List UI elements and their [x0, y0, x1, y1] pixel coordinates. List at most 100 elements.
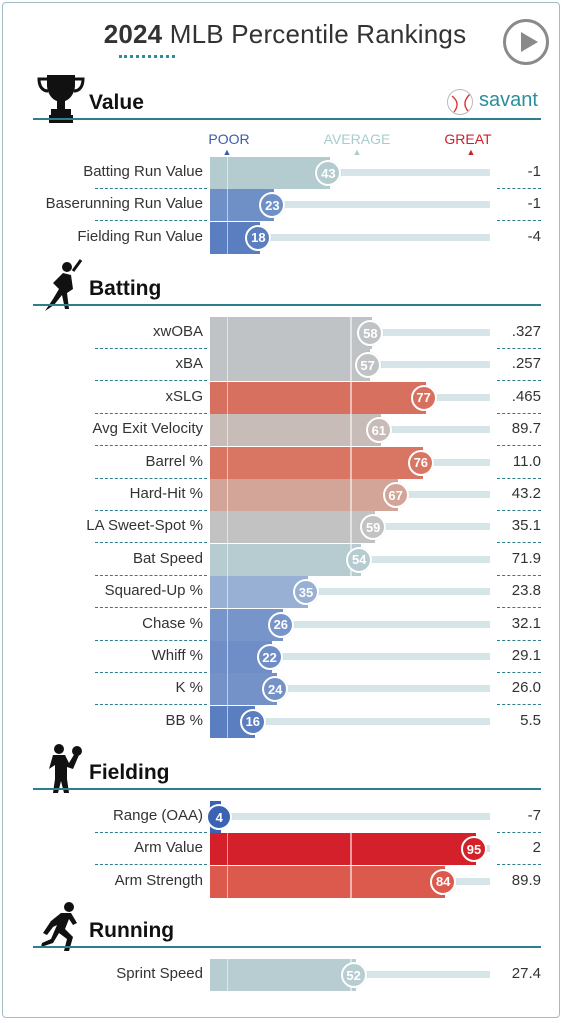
percentile-bar: [210, 543, 362, 576]
metric-row[interactable]: Hard-Hit % 67 43.2: [3, 479, 564, 511]
metric-row[interactable]: Range (OAA) 4 -7: [3, 801, 564, 833]
metric-value: .465: [511, 387, 541, 405]
scale-tick: [350, 479, 352, 511]
metric-row[interactable]: Sprint Speed 52 27.4: [3, 959, 564, 991]
percentile-track: [210, 717, 490, 725]
metric-label: Barrel %: [145, 452, 203, 470]
percentile-bar: [210, 959, 356, 991]
row-divider: [95, 672, 207, 673]
metric-value: 26.0: [511, 679, 541, 697]
percentile-bar: [210, 349, 370, 382]
row-divider: [497, 348, 541, 349]
metric-label: xwOBA: [152, 323, 203, 340]
title-text: MLB Percentile Rankings: [162, 19, 467, 49]
metric-row[interactable]: xSLG 77 .465: [3, 381, 564, 414]
percentile-bar: [210, 446, 423, 479]
percentile-badge: 61: [365, 417, 392, 444]
title-underline: [119, 55, 175, 59]
scale-tick: [226, 317, 229, 349]
metric-row[interactable]: Arm Value 95 2: [3, 833, 564, 866]
metric-row[interactable]: xwOBA 58 .327: [3, 317, 564, 349]
row-divider: [95, 510, 207, 511]
percentile-bar: [210, 317, 373, 349]
play-button[interactable]: [503, 19, 549, 65]
percentile-track: [210, 169, 490, 176]
metric-row[interactable]: Arm Strength 84 89.9: [3, 865, 564, 898]
great-marker-icon: ▲: [466, 147, 476, 157]
metric-value: 89.7: [511, 420, 541, 438]
scale-tick: [350, 381, 352, 414]
percentile-bar: [210, 381, 426, 414]
scale-tick: [226, 446, 229, 479]
metric-value: 27.4: [511, 965, 541, 982]
metric-label: Chase %: [142, 614, 203, 632]
section-header-running: Running: [3, 901, 564, 951]
page-title: 2024 MLB Percentile Rankings: [3, 19, 564, 50]
percentile-track: [210, 653, 490, 660]
metric-row[interactable]: LA Sweet-Spot % 59 35.1: [3, 511, 564, 544]
section-header-fielding: Fielding: [3, 743, 564, 793]
row-divider: [497, 542, 541, 544]
percentile-track: [210, 620, 490, 628]
scale-tick: [350, 317, 352, 349]
row-divider: [95, 220, 207, 222]
metric-value: 89.9: [511, 871, 541, 889]
percentile-badge: 23: [259, 192, 286, 219]
percentile-badge: 77: [410, 384, 437, 411]
row-divider: [497, 445, 541, 447]
metric-row[interactable]: Whiff % 22 29.1: [3, 641, 564, 673]
row-divider: [497, 832, 541, 833]
scale-tick: [226, 833, 229, 866]
section-title: Fielding: [89, 761, 170, 784]
percentile-badge: 22: [256, 644, 283, 670]
metric-label: BB %: [165, 711, 203, 729]
row-divider: [497, 574, 541, 576]
row-divider: [95, 348, 207, 349]
metric-row[interactable]: Batting Run Value 43 -1: [3, 157, 564, 189]
percentile-bar: [210, 157, 331, 189]
batter-icon: [37, 259, 85, 311]
metric-row[interactable]: Squared-Up % 35 23.8: [3, 576, 564, 609]
scale-tick: [226, 543, 229, 576]
row-divider: [95, 380, 207, 382]
metric-label: Whiff %: [151, 647, 203, 664]
metric-row[interactable]: BB % 16 5.5: [3, 705, 564, 738]
metric-value: 35.1: [511, 517, 541, 535]
metric-row[interactable]: Barrel % 76 11.0: [3, 446, 564, 479]
scale-legend: POOR AVERAGE GREAT ▲ ▲ ▲: [3, 131, 564, 157]
metric-row[interactable]: xBA 57 .257: [3, 349, 564, 382]
percentile-badge: 84: [430, 868, 457, 895]
row-divider: [497, 220, 541, 222]
scale-tick: [226, 349, 229, 382]
scale-poor: POOR: [208, 131, 250, 147]
metric-value: 32.1: [511, 614, 541, 632]
percentile-badge: 67: [382, 482, 409, 508]
percentile-track: [210, 201, 490, 209]
metric-label: Arm Value: [134, 839, 203, 857]
scale-great: GREAT: [444, 131, 492, 147]
scale-tick: [226, 414, 229, 447]
scale-tick: [226, 705, 229, 738]
metric-label: Bat Speed: [132, 549, 203, 567]
row-divider: [95, 574, 207, 576]
metric-value: 5.5: [520, 711, 541, 729]
percentile-badge: 58: [357, 320, 384, 346]
row-divider: [497, 672, 541, 673]
row-divider: [95, 542, 207, 544]
percentile-badge: 43: [315, 160, 342, 186]
percentile-badge: 54: [346, 546, 373, 573]
scale-tick: [350, 349, 352, 382]
percentile-track: [210, 233, 490, 241]
metric-row[interactable]: Baserunning Run Value 23 -1: [3, 189, 564, 222]
percentile-badge: 52: [340, 962, 367, 988]
metric-row[interactable]: Avg Exit Velocity 61 89.7: [3, 414, 564, 447]
metric-label: xBA: [175, 355, 203, 373]
percentile-badge: 26: [267, 611, 294, 638]
row-divider: [95, 832, 207, 833]
metric-label: Arm Strength: [114, 871, 203, 889]
percentile-badge: 59: [360, 514, 387, 541]
metric-row[interactable]: K % 24 26.0: [3, 673, 564, 706]
metric-row[interactable]: Fielding Run Value 18 -4: [3, 221, 564, 254]
metric-row[interactable]: Chase % 26 32.1: [3, 608, 564, 641]
metric-row[interactable]: Bat Speed 54 71.9: [3, 543, 564, 576]
